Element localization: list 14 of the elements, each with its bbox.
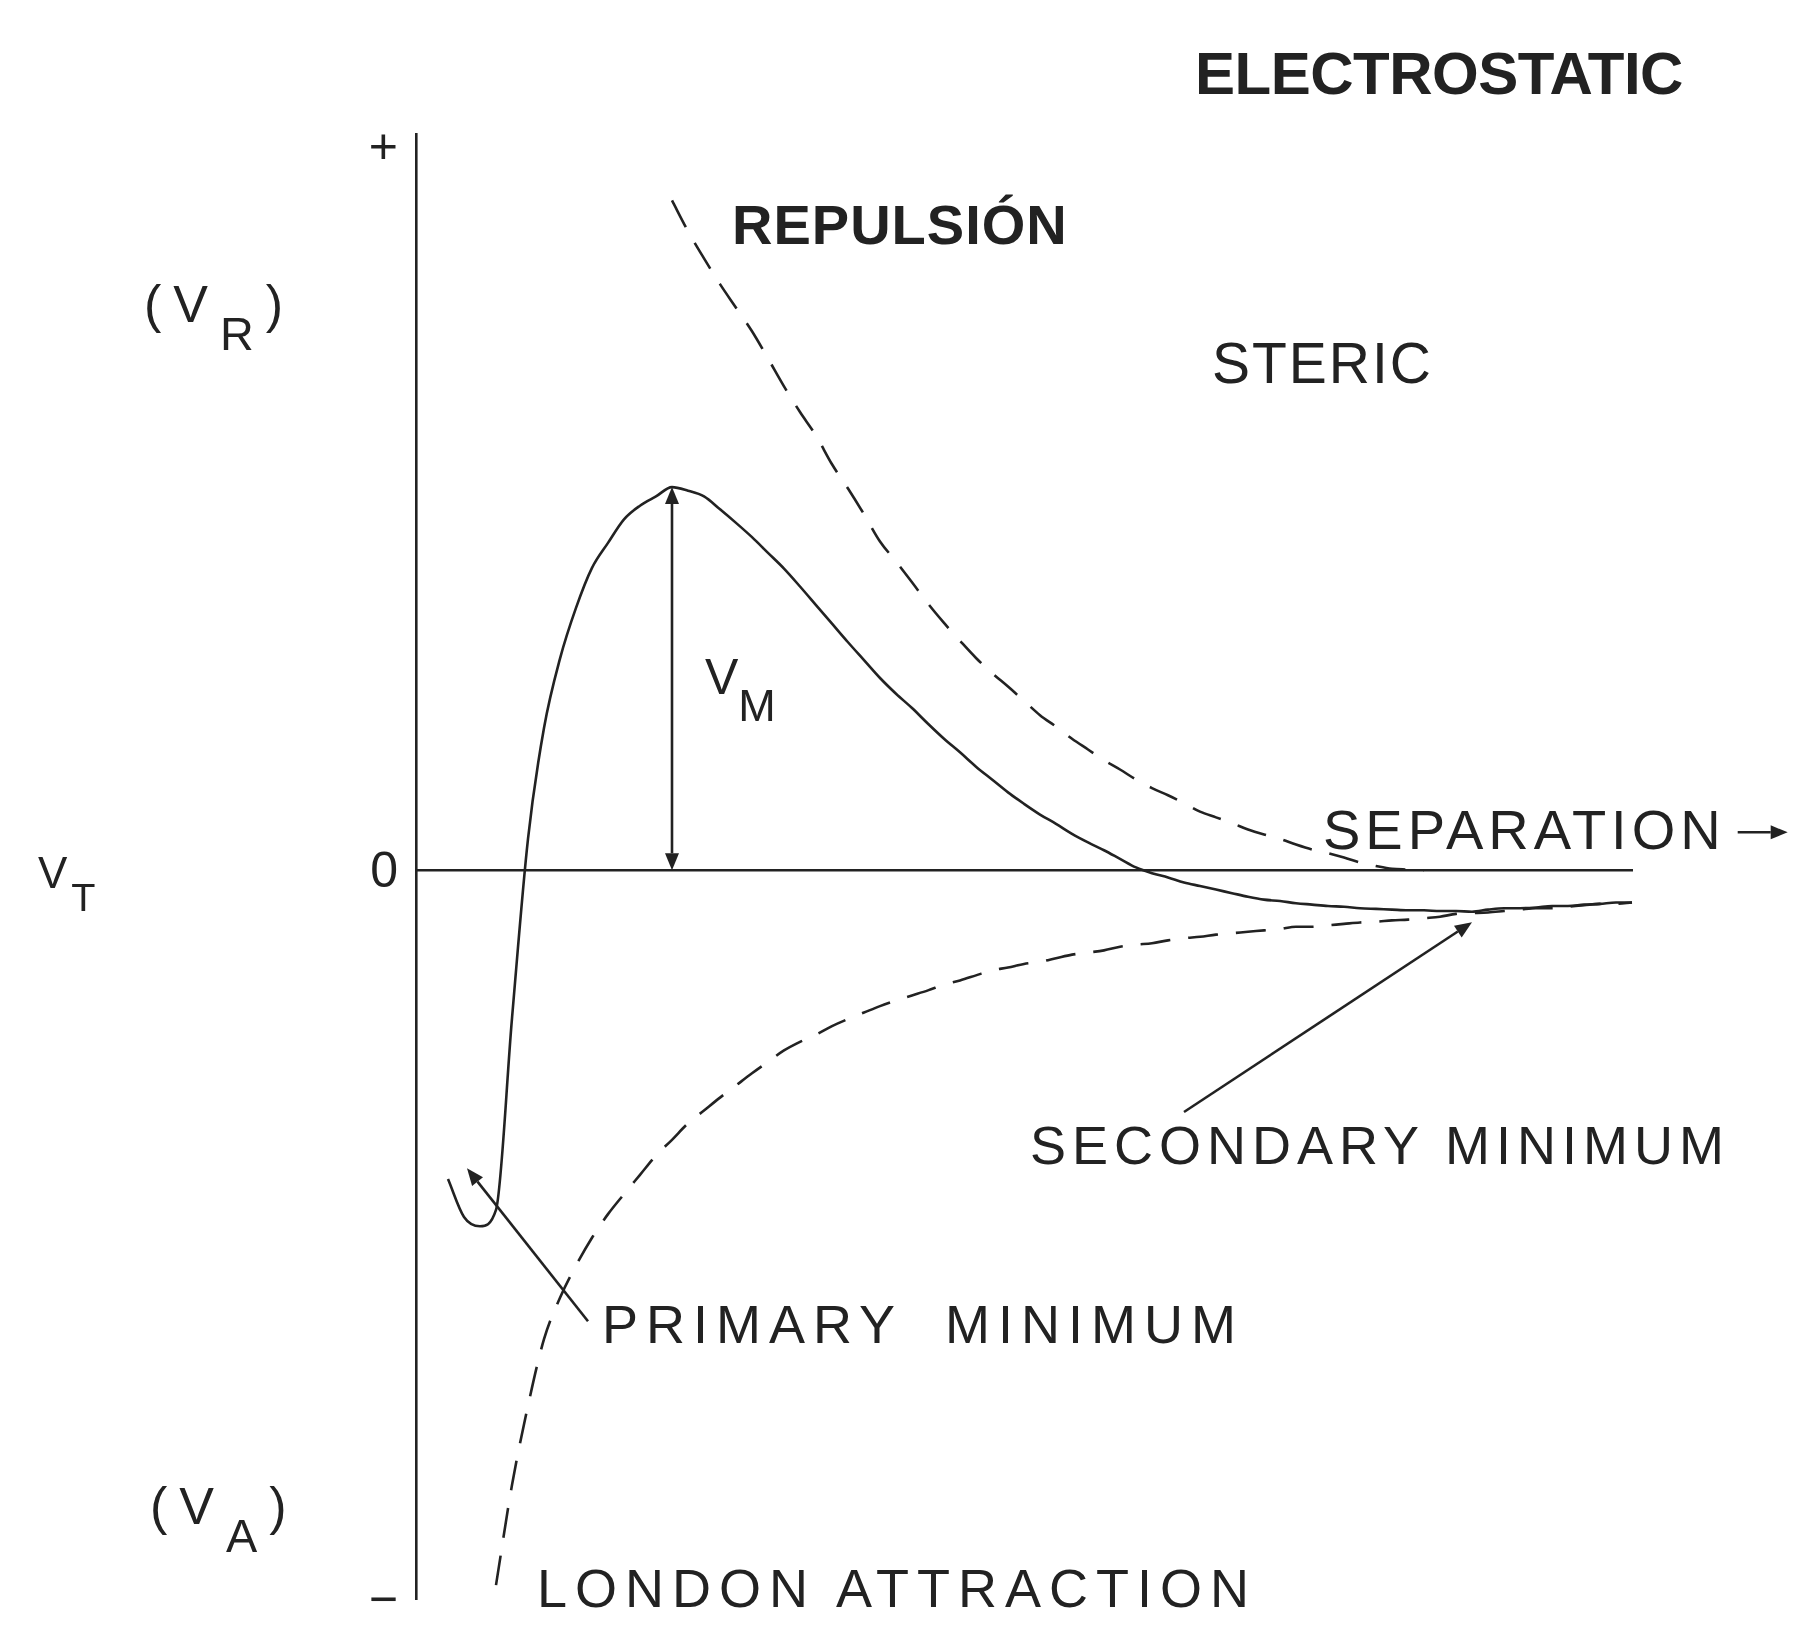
x-axis-title: SEPARATION — [1323, 798, 1726, 862]
text: (V$_{A}$) — [150, 1476, 299, 1563]
annotation: PRIMARY MINIMUM — [602, 1294, 1245, 1354]
text: 0 — [370, 842, 398, 899]
text: ELECTROSTATIC — [1195, 40, 1683, 107]
annotation: STERIC — [1212, 330, 1434, 395]
annotation: SECONDARY MINIMUM — [1030, 1115, 1731, 1175]
text: − — [368, 1571, 398, 1627]
text: (V$_{R}$) — [144, 274, 296, 361]
annotation: V$_{M}$ — [705, 648, 776, 731]
text: V$_{T}$ — [38, 847, 100, 920]
series-label: REPULSIÓN — [732, 193, 1068, 257]
text: + — [368, 118, 398, 174]
series-label: LONDON ATTRACTION — [537, 1558, 1258, 1619]
